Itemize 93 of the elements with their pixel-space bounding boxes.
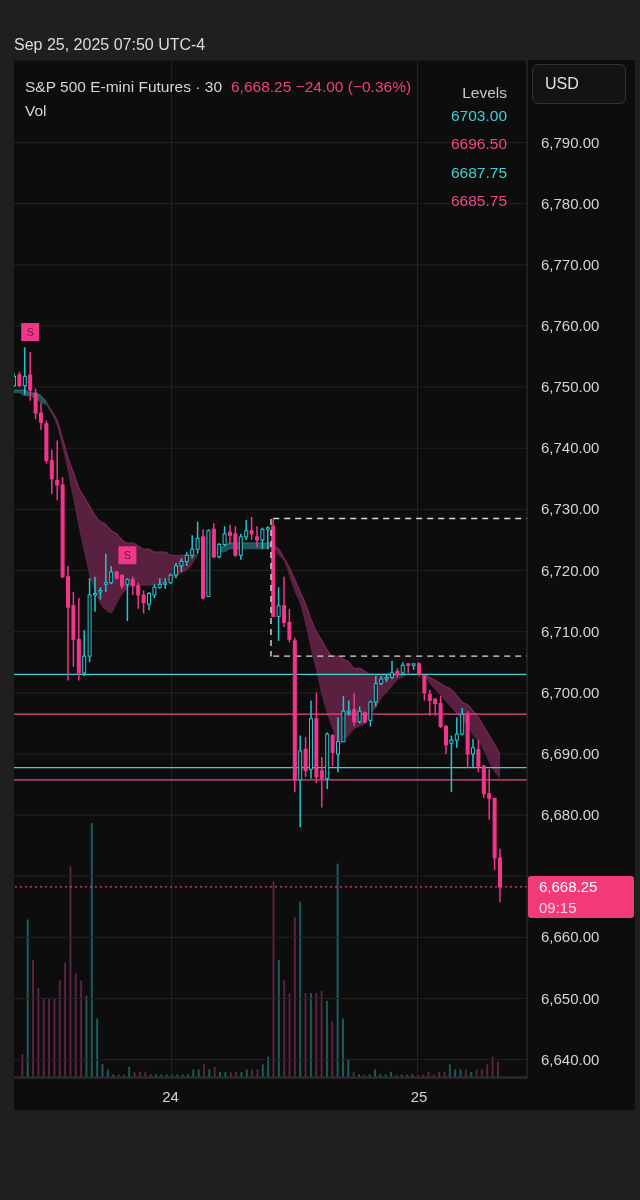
bar: [459, 1069, 462, 1077]
bar: [26, 919, 29, 1077]
bar: [448, 1064, 451, 1077]
y-tick-label: 6,790.00: [541, 133, 600, 151]
ref-line-label: 6685.75: [449, 191, 507, 211]
bar: [496, 1061, 499, 1077]
bar: [486, 1064, 489, 1077]
x-tick-label: 25: [410, 1088, 428, 1105]
candlestick: [22, 346, 27, 396]
bar: [475, 1069, 478, 1077]
bar: [464, 1069, 467, 1077]
text: 6,668.25 −24.00 (−0.36%): [231, 78, 412, 96]
candlestick: [471, 737, 475, 769]
bar: [320, 990, 323, 1077]
annotation: Levels: [462, 84, 507, 101]
text: S&P 500 E-mini Futures · 30: [25, 78, 222, 96]
y-tick-label: 6,700.00: [541, 683, 600, 701]
candlestick: [125, 577, 130, 622]
bar: [80, 980, 83, 1077]
y-tick-label: 6,650.00: [541, 989, 600, 1007]
bar: [341, 1018, 344, 1077]
bar: [315, 993, 318, 1077]
bar: [42, 998, 45, 1077]
bar: [304, 993, 307, 1077]
bar: [69, 866, 72, 1077]
bar: [101, 1064, 104, 1077]
bar: [299, 901, 302, 1077]
y-tick-label: 6,760.00: [541, 316, 600, 334]
bar: [37, 988, 40, 1077]
y-tick-label: 6,750.00: [541, 378, 600, 396]
bar: [309, 993, 312, 1077]
bar: [251, 1069, 254, 1077]
candlestick: [330, 733, 335, 767]
chart-title: Vol: [25, 102, 47, 120]
bar: [203, 1064, 206, 1077]
bar: [288, 993, 291, 1077]
bar: [106, 1069, 109, 1077]
ref-line-label: 6687.75: [449, 163, 507, 183]
bar: [325, 1000, 328, 1077]
y-tick-label: 6,740.00: [541, 439, 600, 457]
text: 09:15: [539, 898, 577, 916]
bar: [58, 980, 61, 1077]
y-tick-label: 6,710.00: [541, 622, 600, 640]
text: S: [123, 549, 132, 562]
bar: [192, 1069, 195, 1077]
text: USD: [532, 64, 626, 104]
bar: [245, 1069, 248, 1077]
bar: [256, 1069, 259, 1077]
candlestick: [422, 673, 427, 702]
bar: [480, 1069, 483, 1077]
ref-line-label: 6703.00: [449, 107, 507, 126]
bar: [454, 1069, 457, 1077]
bar: [21, 1054, 24, 1077]
y-tick-label: 6,680.00: [541, 806, 600, 824]
bar: [272, 881, 275, 1077]
candlestick: [28, 351, 33, 402]
y-tick-label: 6,730.00: [541, 500, 600, 518]
bar: [96, 1018, 99, 1077]
bar: [277, 960, 280, 1077]
text: Sep 25, 2025 07:50 UTC-4: [14, 36, 206, 54]
bar: [336, 863, 339, 1077]
series-label: S: [26, 326, 34, 339]
candlestick: [255, 525, 259, 549]
ref-line-label: 6,668.25: [539, 877, 598, 895]
bar: [374, 1069, 377, 1077]
candlestick: [249, 516, 254, 541]
bar: [283, 980, 286, 1077]
y-tick-label: 6,720.00: [541, 561, 600, 579]
bar: [48, 998, 51, 1077]
bar: [74, 972, 77, 1077]
bar: [128, 1066, 131, 1077]
x-tick-label: 24: [162, 1088, 179, 1105]
bar: [85, 995, 88, 1077]
candlestick: [406, 663, 411, 674]
y-tick-label: 6,780.00: [541, 194, 600, 212]
bar: [331, 1021, 334, 1077]
bar: [261, 1064, 264, 1077]
candlestick: [303, 736, 308, 778]
y-tick-label: 6,660.00: [541, 928, 600, 946]
bar: [32, 960, 35, 1077]
bar: [293, 916, 296, 1077]
bar: [197, 1069, 200, 1077]
bar: [90, 823, 93, 1077]
bar: [64, 962, 67, 1077]
candlestick: [352, 692, 357, 728]
y-tick-label: 6,640.00: [541, 1050, 600, 1068]
candlestick: [276, 586, 281, 642]
ref-line-label: 6696.50: [449, 135, 507, 155]
y-tick-label: 6,690.00: [541, 744, 600, 762]
y-tick-label: 6,770.00: [541, 255, 600, 273]
bar: [213, 1066, 216, 1077]
bar: [53, 998, 56, 1077]
bar: [208, 1069, 211, 1077]
